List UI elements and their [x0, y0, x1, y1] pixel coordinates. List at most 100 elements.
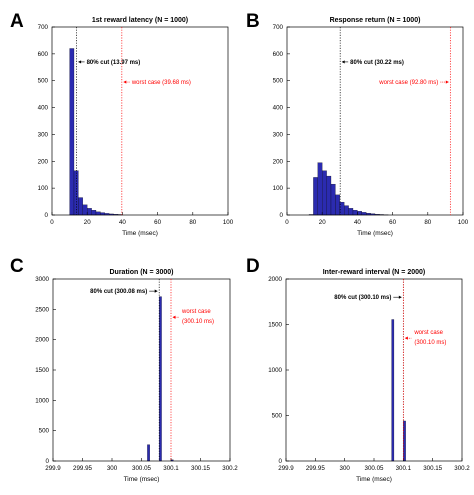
x-axis-label: Time (msec): [357, 230, 393, 237]
x-tick-label: 299.95: [73, 465, 92, 472]
x-tick-label: 300.05: [365, 465, 384, 472]
histogram-bar: [78, 197, 83, 216]
chart-title: Response return (N = 1000): [330, 17, 421, 24]
x-tick-label: 80: [189, 219, 196, 226]
histogram-bar: [317, 162, 323, 216]
histogram-bar: [95, 211, 101, 216]
panel-letter: B: [246, 11, 260, 32]
y-tick-label: 500: [272, 413, 283, 420]
histogram-bar: [335, 194, 340, 216]
worst-case-label: worst case (92.80 ms): [378, 80, 438, 86]
cut-arrow-head: [398, 295, 402, 299]
worst-case-label: worst case: [413, 330, 443, 336]
worst-case-value: (300.10 ms): [414, 340, 446, 346]
x-axis-label: Time (msec): [122, 230, 158, 237]
axes-box: [52, 278, 231, 462]
x-tick-label: 60: [154, 219, 161, 226]
y-tick-label: 0: [279, 458, 283, 465]
panel-letter: D: [246, 256, 260, 277]
worst-case-label: worst case: [181, 309, 211, 315]
histogram-bar: [91, 210, 97, 216]
chart-panel-c: C Duration (N = 3000) 0 500 1000 1500 2000 2500…: [10, 256, 238, 483]
y-tick-label: 100: [273, 185, 284, 192]
y-tick-label: 0: [280, 212, 284, 219]
histogram-bar: [322, 170, 327, 216]
histogram-bar: [313, 177, 318, 216]
x-tick-label: 300.15: [191, 465, 210, 472]
y-tick-label: 600: [38, 51, 49, 58]
chart-title: 1st reward latency (N = 1000): [92, 17, 188, 24]
worst-case-label: worst case (39.68 ms): [131, 80, 191, 86]
cut-arrow-head: [154, 289, 158, 293]
y-tick-label: 1500: [35, 367, 49, 374]
x-tick-label: 300.1: [163, 465, 179, 472]
cut-label: 80% cut (300.08 ms): [90, 289, 147, 295]
chart-title: Duration (N = 3000): [110, 269, 174, 276]
histogram-bar: [326, 175, 332, 216]
x-axis-label: Time (msec): [124, 476, 160, 483]
y-tick-label: 300: [273, 131, 284, 138]
histogram-bar: [344, 205, 349, 216]
x-tick-label: 60: [389, 219, 396, 226]
x-tick-label: 100: [223, 219, 234, 226]
histogram-bar: [73, 170, 79, 216]
histogram-bar: [147, 444, 150, 462]
x-tick-label: 20: [84, 219, 91, 226]
x-tick-label: 100: [458, 219, 469, 226]
worst-case-arrow-head: [172, 315, 176, 319]
x-tick-label: 300.2: [222, 465, 238, 472]
axes-box: [285, 278, 463, 462]
cut-label: 80% cut (13.97 ms): [87, 60, 141, 66]
x-tick-label: 300.15: [423, 465, 442, 472]
chart-panel-a: A 1st reward latency (N = 1000) 0 100 200 300…: [10, 11, 234, 237]
panel-letter: C: [10, 256, 24, 277]
worst-case-arrow-head: [123, 80, 127, 84]
x-tick-label: 300: [340, 465, 351, 472]
x-tick-label: 0: [285, 219, 289, 226]
x-tick-label: 299.95: [306, 465, 325, 472]
worst-case-arrow-head: [445, 80, 449, 84]
y-tick-label: 2000: [35, 337, 49, 344]
y-tick-label: 300: [38, 131, 49, 138]
histogram-bar: [403, 420, 406, 462]
cut-arrow-head: [78, 60, 82, 64]
histogram-bar: [69, 48, 75, 216]
cut-arrow-head: [341, 60, 345, 64]
chart-title: Inter-reward interval (N = 2000): [323, 269, 426, 276]
y-tick-label: 600: [273, 51, 284, 58]
x-tick-label: 300.05: [132, 465, 151, 472]
y-tick-label: 1000: [268, 367, 282, 374]
x-tick-label: 80: [424, 219, 431, 226]
histogram-bar: [82, 204, 88, 216]
axes-box: [51, 26, 229, 216]
y-tick-label: 0: [45, 212, 49, 219]
histogram-bar: [87, 208, 92, 216]
chart-panel-b: B Response return (N = 1000)0100200300400…: [246, 11, 469, 237]
y-tick-label: 1000: [35, 397, 49, 404]
y-tick-label: 200: [38, 158, 49, 165]
histogram-bar: [361, 212, 367, 216]
y-tick-label: 1500: [268, 322, 282, 329]
y-tick-label: 500: [39, 428, 50, 435]
panel-letter: A: [10, 11, 24, 32]
y-tick-label: 2000: [268, 276, 282, 283]
x-tick-label: 299.9: [278, 465, 294, 472]
y-tick-label: 400: [38, 105, 49, 112]
y-tick-label: 700: [273, 24, 284, 31]
y-tick-label: 3000: [35, 276, 49, 283]
y-tick-label: 500: [38, 78, 49, 85]
x-tick-label: 20: [319, 219, 326, 226]
y-tick-label: 500: [273, 78, 284, 85]
x-tick-label: 299.9: [45, 465, 61, 472]
axes-box: [286, 26, 464, 216]
x-tick-label: 40: [354, 219, 361, 226]
histogram-bar: [348, 208, 354, 216]
worst-case-arrow-head: [404, 336, 408, 340]
x-axis-label: Time (msec): [356, 476, 392, 483]
histogram-bar: [391, 319, 395, 462]
x-tick-label: 300.2: [454, 465, 470, 472]
worst-case-value: (300.10 ms): [182, 319, 214, 325]
x-tick-label: 40: [119, 219, 126, 226]
histogram-bar: [159, 296, 162, 462]
